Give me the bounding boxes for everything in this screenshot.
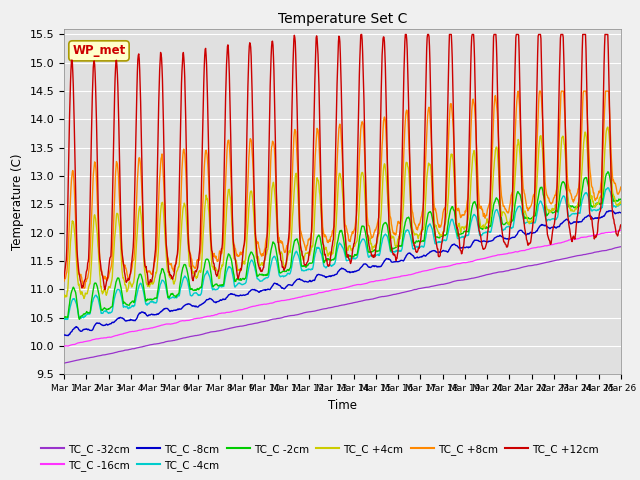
X-axis label: Time: Time — [328, 399, 357, 412]
Legend: TC_C -32cm, TC_C -16cm, TC_C -8cm, TC_C -4cm, TC_C -2cm, TC_C +4cm, TC_C +8cm, T: TC_C -32cm, TC_C -16cm, TC_C -8cm, TC_C … — [37, 439, 603, 475]
Title: Temperature Set C: Temperature Set C — [278, 12, 407, 26]
Y-axis label: Temperature (C): Temperature (C) — [11, 153, 24, 250]
Text: WP_met: WP_met — [72, 44, 125, 57]
